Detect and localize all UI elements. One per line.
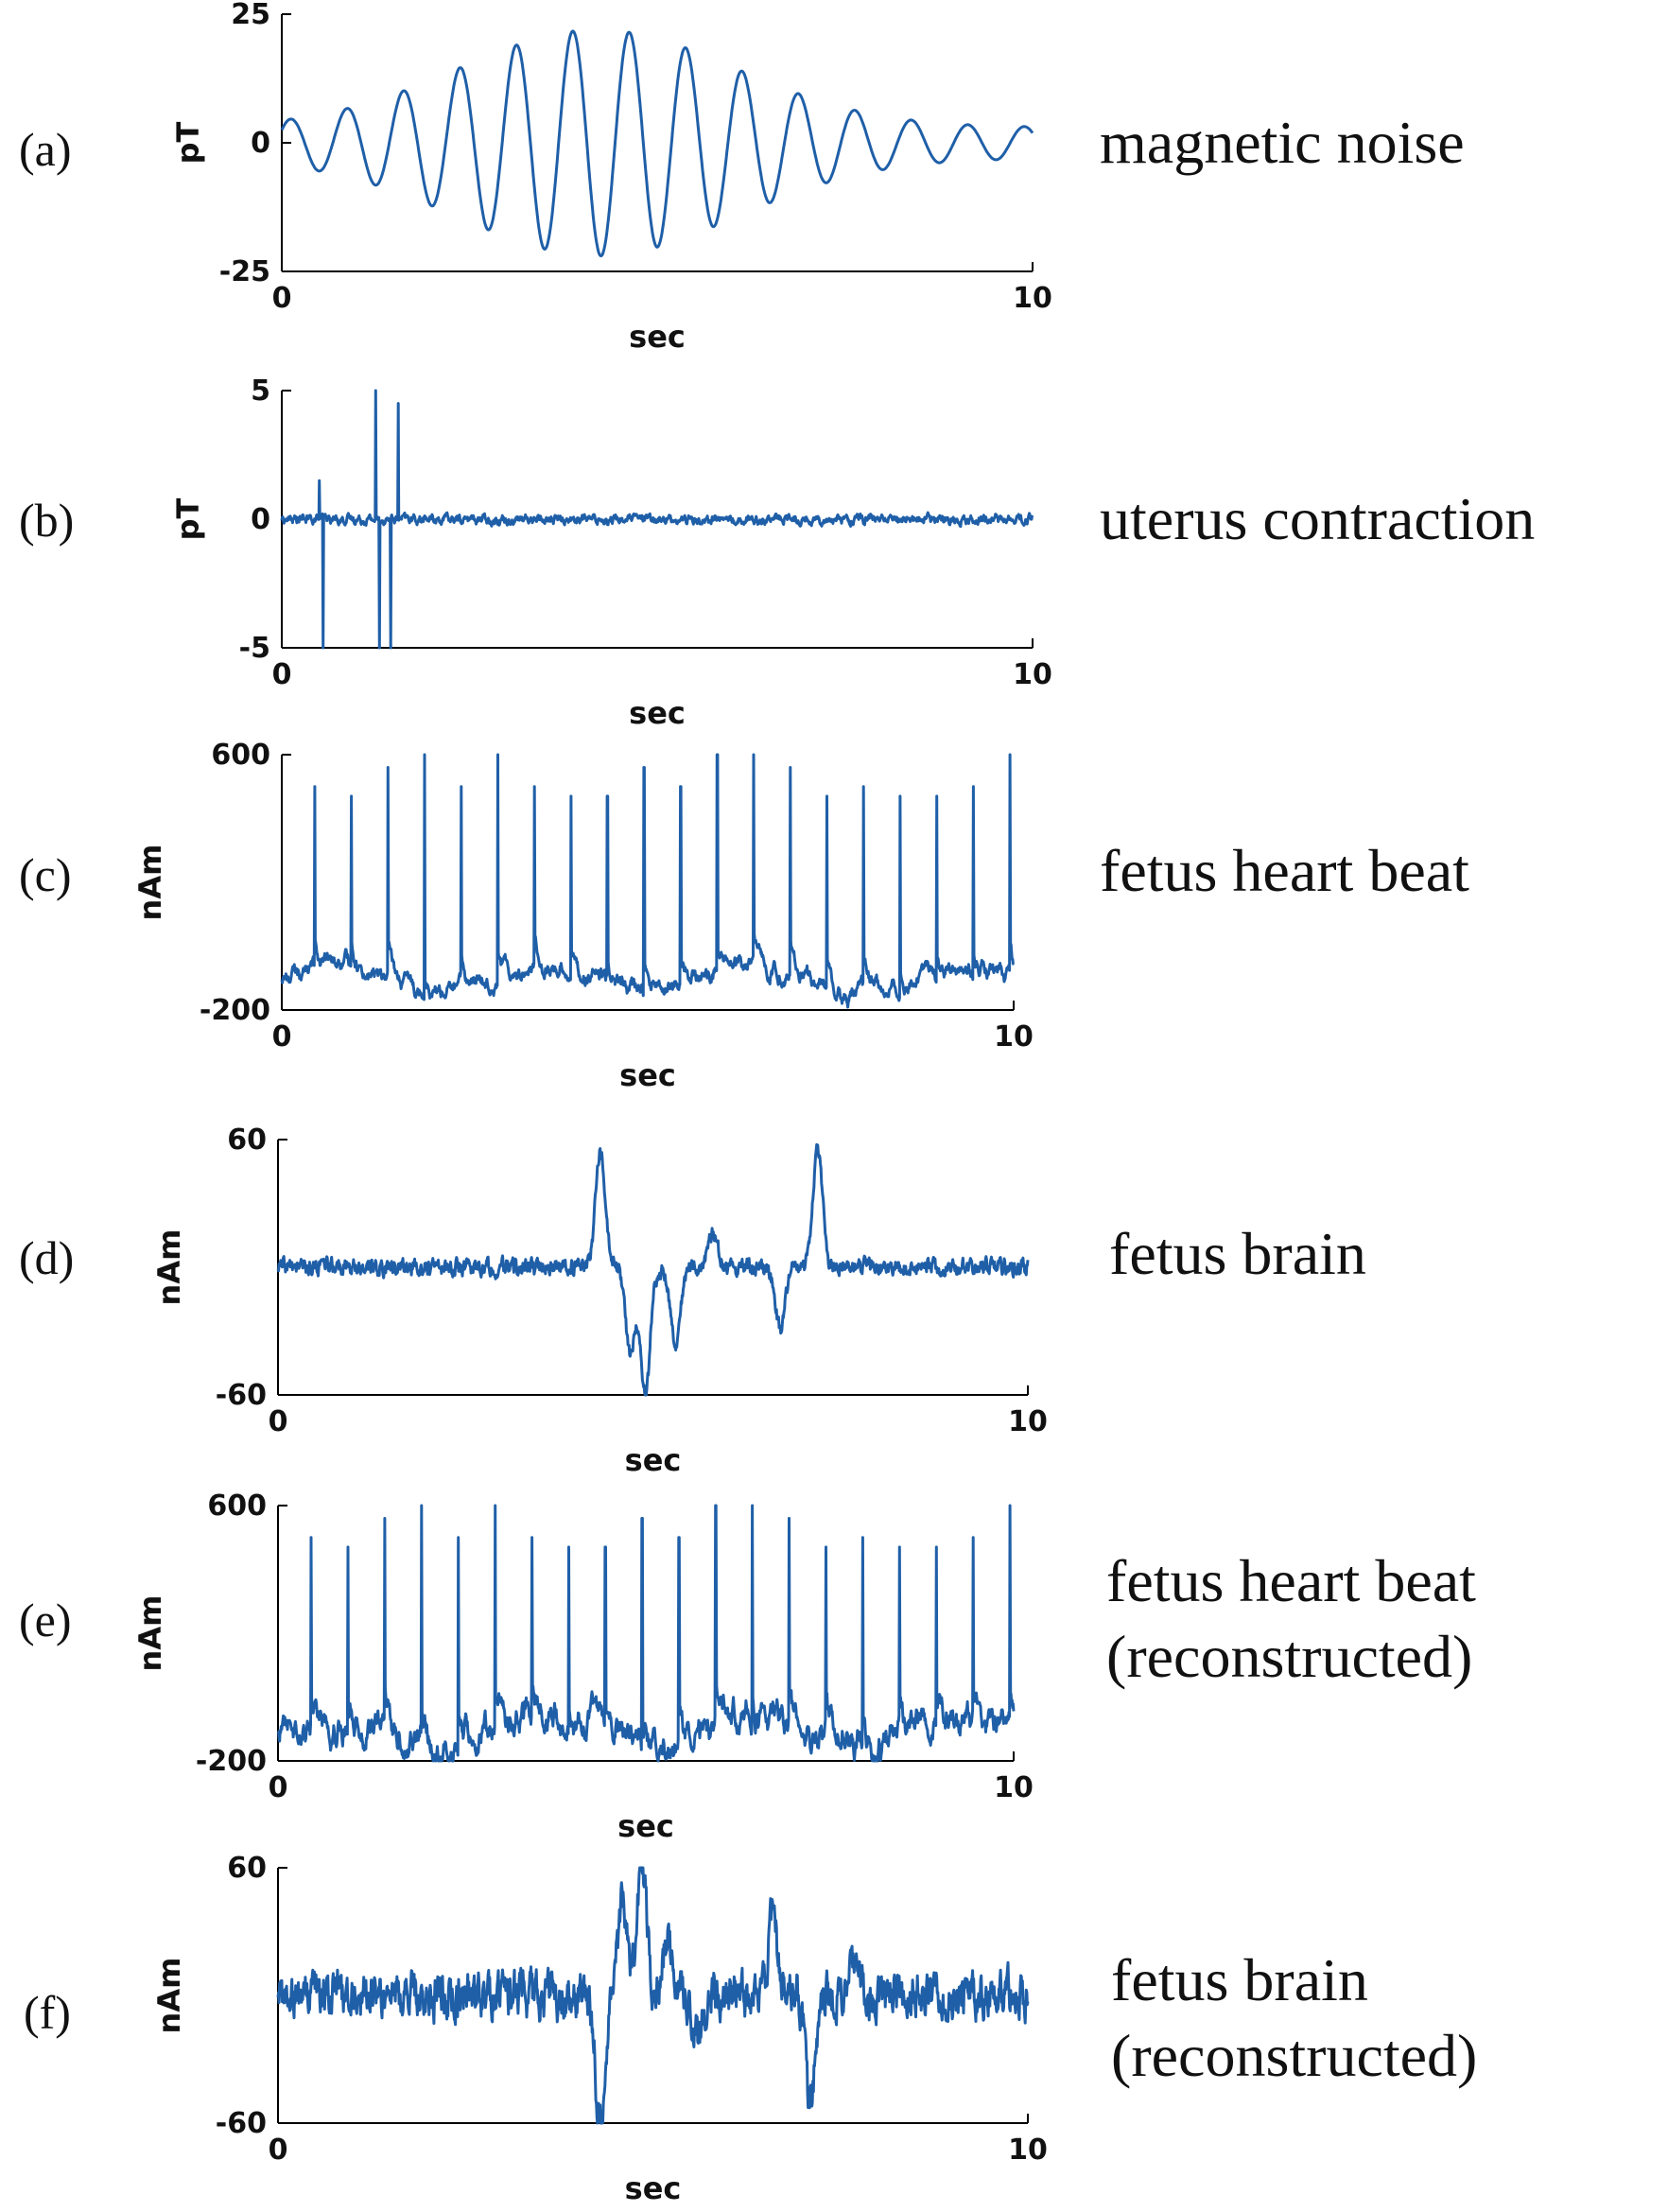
x-axis-label: sec (625, 1442, 682, 1478)
y-tick-label: -60 (216, 1379, 267, 1412)
panel-label: (f) (24, 1986, 71, 2039)
x-axis-label: sec (619, 1057, 676, 1093)
x-tick-label: 10 (994, 1771, 1034, 1804)
y-tick-label: -25 (219, 255, 270, 288)
x-axis-label: sec (617, 1808, 674, 1844)
panel-description: magnetic noise (1100, 109, 1465, 176)
panel-label: (e) (19, 1594, 72, 1646)
x-tick-label: 10 (1013, 282, 1052, 315)
panel-label: (b) (19, 494, 74, 547)
x-tick-label: 0 (269, 1771, 288, 1804)
panel-description: uterus contraction (1100, 485, 1535, 552)
y-axis-label: nAm (132, 845, 168, 921)
x-tick-label: 0 (272, 658, 292, 691)
x-tick-label: 0 (272, 282, 292, 315)
signal-trace (280, 389, 1034, 650)
panel-description: (reconstructed) (1106, 1623, 1472, 1690)
x-axis-label: sec (629, 319, 686, 355)
x-tick-label: 10 (1013, 658, 1052, 691)
y-tick-label: 5 (251, 374, 270, 408)
signal-trace (277, 1504, 1016, 1763)
y-tick-label: 0 (251, 503, 270, 536)
y-tick-label: 60 (227, 1852, 267, 1885)
y-tick-label: -60 (216, 2107, 267, 2140)
x-axis-label: sec (625, 2170, 682, 2206)
x-tick-label: 0 (269, 2134, 288, 2167)
panel-label: (c) (19, 848, 72, 901)
y-axis-label: pT (170, 497, 206, 540)
panel-f: 60 -600 10 sec nAm (f) fetus brain (reconstruct… (24, 1852, 1477, 2206)
y-tick-label: 0 (251, 127, 270, 160)
signal-trace (280, 753, 1015, 1009)
x-tick-label: 0 (272, 1020, 292, 1054)
panel-label: (d) (19, 1231, 74, 1284)
panel-description: fetus brain (1111, 1946, 1368, 2013)
y-axis-label: pT (170, 121, 206, 164)
y-tick-label: -200 (200, 994, 270, 1027)
y-tick-label: -5 (239, 632, 270, 665)
x-tick-label: 0 (269, 1405, 288, 1438)
x-tick-label: 10 (1008, 1405, 1048, 1438)
signal-trace (280, 29, 1034, 258)
y-tick-label: -200 (196, 1745, 267, 1778)
signal-trace (276, 1866, 1030, 2125)
panel-description: fetus brain (1109, 1220, 1366, 1287)
panel-description: fetus heart beat (1106, 1547, 1476, 1614)
y-tick-label: 600 (211, 739, 270, 772)
x-tick-label: 10 (994, 1020, 1034, 1054)
y-axis-label: nAm (151, 1958, 187, 2034)
panel-d: 60 -600 10 sec nAm (d) fetus brain (19, 1123, 1366, 1478)
y-tick-label: 25 (231, 0, 270, 31)
y-axis-label: nAm (132, 1595, 168, 1672)
panel-description: fetus heart beat (1100, 837, 1469, 904)
signal-trace (276, 1142, 1030, 1397)
x-axis-label: sec (629, 695, 686, 731)
panel-description: (reconstructed) (1111, 2022, 1477, 2089)
panel-label: (a) (19, 123, 72, 176)
y-tick-label: 60 (227, 1123, 267, 1157)
x-tick-label: 10 (1008, 2134, 1048, 2167)
y-tick-label: 600 (207, 1489, 267, 1523)
y-axis-label: nAm (151, 1229, 187, 1306)
